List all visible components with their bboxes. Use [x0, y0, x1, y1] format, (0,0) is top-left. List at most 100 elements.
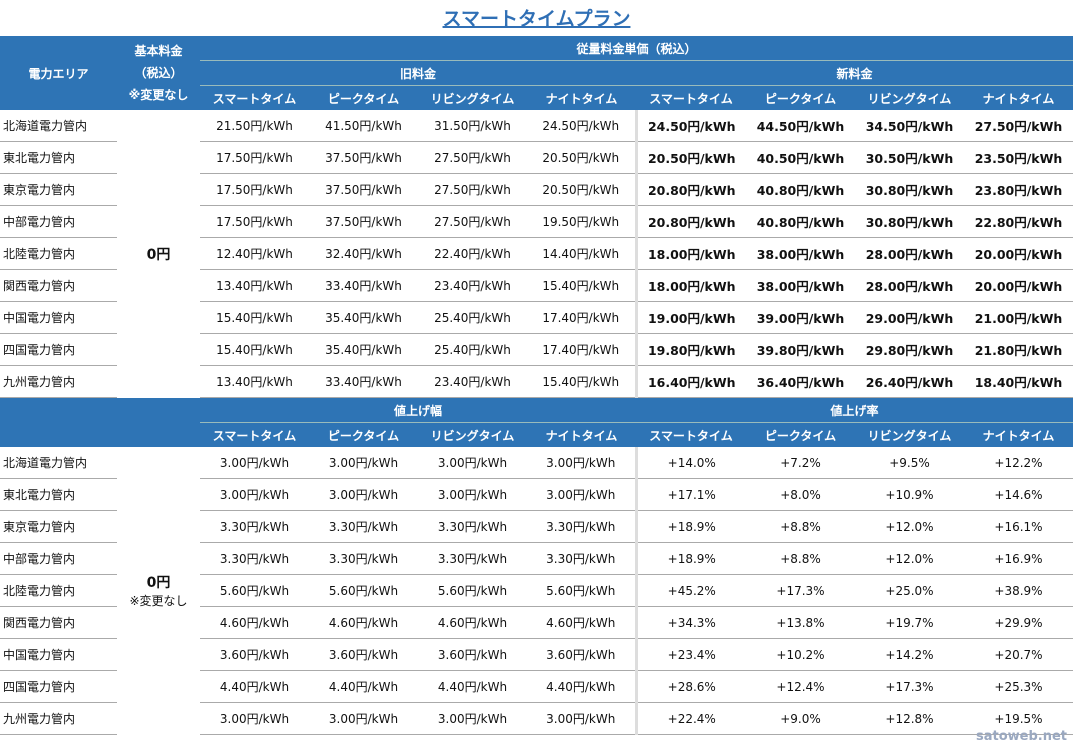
- value-cell: +12.0%: [855, 510, 964, 543]
- value-cell: 40.80円/kWh: [746, 205, 855, 238]
- table-row: 東京電力管内 3.30円/kWh 3.30円/kWh 3.30円/kWh 3.30円/k…: [0, 510, 1073, 543]
- value-cell: 5.60円/kWh: [418, 574, 527, 607]
- area-name: 東京電力管内: [0, 173, 117, 206]
- value-cell: 3.00円/kWh: [527, 478, 636, 511]
- value-cell: 13.40円/kWh: [200, 365, 309, 398]
- value-cell: 13.40円/kWh: [200, 269, 309, 302]
- value-cell: 17.40円/kWh: [527, 333, 636, 366]
- value-cell: +20.7%: [964, 638, 1073, 671]
- value-cell: 17.50円/kWh: [200, 141, 309, 174]
- column-header: ピークタイム: [309, 85, 418, 110]
- value-cell: +17.1%: [634, 478, 746, 511]
- value-cell: +22.4%: [634, 702, 746, 735]
- header2-blank: [0, 397, 200, 447]
- value-cell: 4.40円/kWh: [200, 670, 309, 703]
- value-cell: +45.2%: [634, 574, 746, 607]
- value-cell: 38.00円/kWh: [746, 237, 855, 270]
- header-rate: 値上げ率: [636, 397, 1073, 423]
- value-cell: 30.80円/kWh: [855, 173, 964, 206]
- value-cell: 24.50円/kWh: [634, 110, 746, 142]
- area-name: 東京電力管内: [0, 510, 117, 543]
- column-header: リビングタイム: [855, 85, 964, 110]
- value-cell: +25.0%: [855, 574, 964, 607]
- table-row: 北陸電力管内 12.40円/kWh 32.40円/kWh 22.40円/kWh 14.4…: [0, 237, 1073, 270]
- value-cell: +9.5%: [855, 447, 964, 479]
- value-cell: 34.50円/kWh: [855, 110, 964, 142]
- value-cell: 3.00円/kWh: [418, 702, 527, 735]
- value-cell: +25.3%: [964, 670, 1073, 703]
- area-name: 東北電力管内: [0, 478, 117, 511]
- column-header: ナイトタイム: [527, 422, 636, 447]
- value-cell: 22.40円/kWh: [418, 237, 527, 270]
- value-cell: 3.30円/kWh: [418, 542, 527, 575]
- value-cell: 44.50円/kWh: [746, 110, 855, 142]
- value-cell: +8.8%: [746, 510, 855, 543]
- value-cell: 29.80円/kWh: [855, 333, 964, 366]
- value-cell: 27.50円/kWh: [418, 205, 527, 238]
- base-fee-value: 0円: [146, 575, 171, 592]
- table-row: 四国電力管内 4.40円/kWh 4.40円/kWh 4.40円/kWh 4.40円/k…: [0, 670, 1073, 703]
- value-cell: 15.40円/kWh: [527, 269, 636, 302]
- value-cell: 3.30円/kWh: [309, 510, 418, 543]
- value-cell: 15.40円/kWh: [200, 301, 309, 334]
- value-cell: 5.60円/kWh: [200, 574, 309, 607]
- area-name: 四国電力管内: [0, 333, 117, 366]
- value-cell: +16.9%: [964, 542, 1073, 575]
- value-cell: 37.50円/kWh: [309, 205, 418, 238]
- base-fee-value: 0円: [146, 246, 171, 263]
- value-cell: +12.8%: [855, 702, 964, 735]
- value-cell: +12.0%: [855, 542, 964, 575]
- value-cell: 28.00円/kWh: [855, 237, 964, 270]
- value-cell: 17.50円/kWh: [200, 205, 309, 238]
- table-row: 九州電力管内 13.40円/kWh 33.40円/kWh 23.40円/kWh 15.4…: [0, 365, 1073, 398]
- value-cell: 3.30円/kWh: [527, 542, 636, 575]
- value-cell: 14.40円/kWh: [527, 237, 636, 270]
- value-cell: +18.9%: [634, 510, 746, 543]
- value-cell: 25.40円/kWh: [418, 301, 527, 334]
- area-name: 関西電力管内: [0, 269, 117, 302]
- value-cell: 3.30円/kWh: [527, 510, 636, 543]
- value-cell: 17.50円/kWh: [200, 173, 309, 206]
- watermark: satoweb.net: [975, 729, 1067, 744]
- column-header: スマートタイム: [636, 85, 746, 110]
- value-cell: 3.00円/kWh: [309, 702, 418, 735]
- value-cell: 38.00円/kWh: [746, 269, 855, 302]
- value-cell: 25.40円/kWh: [418, 333, 527, 366]
- value-cell: +10.9%: [855, 478, 964, 511]
- column-header: スマートタイム: [200, 422, 309, 447]
- value-cell: 20.50円/kWh: [527, 141, 636, 174]
- value-cell: +17.3%: [746, 574, 855, 607]
- value-cell: 20.50円/kWh: [527, 173, 636, 206]
- column-header: ナイトタイム: [964, 85, 1073, 110]
- area-name: 中国電力管内: [0, 638, 117, 671]
- value-cell: 33.40円/kWh: [309, 269, 418, 302]
- value-cell: 37.50円/kWh: [309, 173, 418, 206]
- value-cell: 33.40円/kWh: [309, 365, 418, 398]
- value-cell: 30.50円/kWh: [855, 141, 964, 174]
- value-cell: 3.00円/kWh: [309, 478, 418, 511]
- area-name: 九州電力管内: [0, 702, 117, 735]
- value-cell: +12.4%: [746, 670, 855, 703]
- value-cell: 19.00円/kWh: [634, 301, 746, 334]
- value-cell: 15.40円/kWh: [200, 333, 309, 366]
- value-cell: 23.40円/kWh: [418, 365, 527, 398]
- table-row: 北陸電力管内 5.60円/kWh 5.60円/kWh 5.60円/kWh 5.60円/k…: [0, 574, 1073, 607]
- column-header: スマートタイム: [636, 422, 746, 447]
- value-cell: 5.60円/kWh: [309, 574, 418, 607]
- column-header: リビングタイム: [418, 422, 527, 447]
- base-fee-cell: 0円: [117, 110, 200, 398]
- value-cell: 39.80円/kWh: [746, 333, 855, 366]
- table-row: 北海道電力管内 0円 ※変更なし 3.00円/kWh 3.00円/kWh 3.00円/kW…: [0, 447, 1073, 608]
- value-cell: 16.40円/kWh: [634, 365, 746, 398]
- value-cell: 23.40円/kWh: [418, 269, 527, 302]
- header-new: 新料金: [636, 60, 1073, 86]
- column-header: スマートタイム: [200, 85, 309, 110]
- value-cell: 20.80円/kWh: [634, 173, 746, 206]
- value-cell: 21.00円/kWh: [964, 301, 1073, 334]
- value-cell: 3.30円/kWh: [418, 510, 527, 543]
- value-cell: +19.7%: [855, 606, 964, 639]
- table-row: 四国電力管内 15.40円/kWh 35.40円/kWh 25.40円/kWh 17.4…: [0, 333, 1073, 366]
- value-cell: 3.30円/kWh: [309, 542, 418, 575]
- value-cell: 3.00円/kWh: [309, 447, 418, 479]
- value-cell: 4.60円/kWh: [200, 606, 309, 639]
